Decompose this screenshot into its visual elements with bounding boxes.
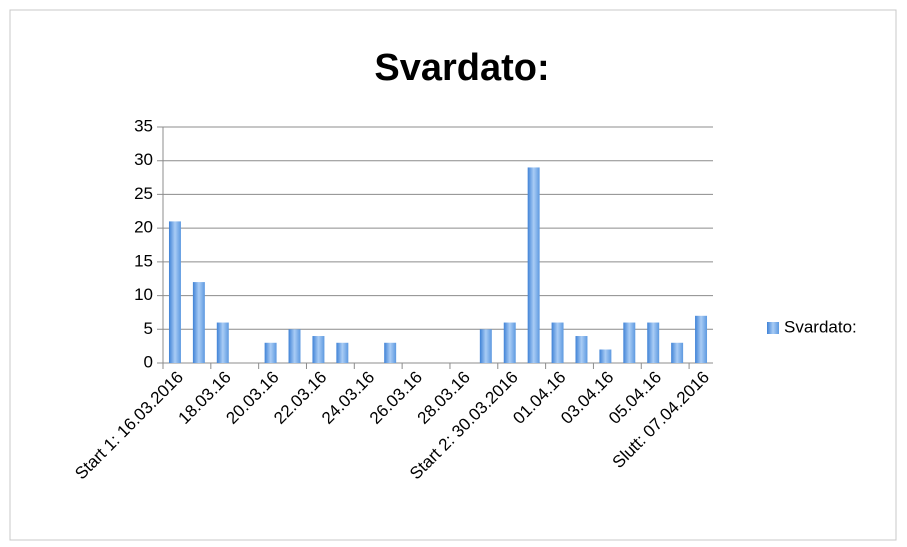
y-tick-label: 30 bbox=[134, 150, 153, 169]
bar bbox=[695, 315, 708, 363]
bar bbox=[168, 221, 181, 363]
chart-frame bbox=[9, 9, 897, 541]
bar bbox=[503, 322, 516, 363]
bar bbox=[192, 282, 205, 363]
y-tick-label: 5 bbox=[144, 319, 153, 338]
bar bbox=[671, 342, 684, 363]
bar bbox=[216, 322, 229, 363]
legend-swatch bbox=[767, 322, 779, 334]
bar bbox=[599, 349, 612, 363]
chart-title: Svardato: bbox=[374, 47, 549, 89]
bar bbox=[384, 342, 397, 363]
bar bbox=[527, 167, 540, 363]
bar bbox=[264, 342, 277, 363]
bar bbox=[575, 336, 588, 363]
bar bbox=[312, 336, 325, 363]
bar bbox=[623, 322, 636, 363]
bar bbox=[288, 329, 301, 363]
y-tick-label: 10 bbox=[134, 285, 153, 304]
legend-label: Svardato: bbox=[784, 317, 857, 336]
y-tick-label: 20 bbox=[134, 218, 153, 237]
y-tick-label: 35 bbox=[134, 116, 153, 135]
bar bbox=[336, 342, 349, 363]
bar bbox=[551, 322, 564, 363]
bar bbox=[479, 329, 492, 363]
y-tick-label: 15 bbox=[134, 251, 153, 270]
y-tick-label: 25 bbox=[134, 184, 153, 203]
bar bbox=[647, 322, 660, 363]
y-tick-label: 0 bbox=[144, 352, 153, 371]
